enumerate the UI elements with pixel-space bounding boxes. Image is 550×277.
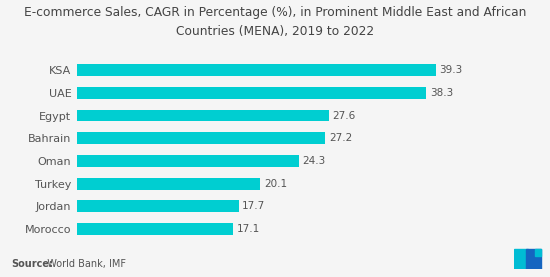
Bar: [77, 110, 329, 121]
Bar: [77, 155, 299, 167]
Text: 27.6: 27.6: [333, 111, 356, 120]
Polygon shape: [514, 249, 527, 269]
Text: 20.1: 20.1: [264, 179, 287, 189]
Text: Countries (MENA), 2019 to 2022: Countries (MENA), 2019 to 2022: [176, 25, 374, 38]
Bar: [77, 201, 239, 212]
Text: 17.7: 17.7: [242, 201, 266, 211]
Bar: [77, 132, 325, 144]
Text: World Bank, IMF: World Bank, IMF: [41, 259, 127, 269]
Polygon shape: [526, 249, 541, 269]
Text: 17.1: 17.1: [236, 224, 260, 234]
Polygon shape: [535, 249, 541, 256]
Bar: [77, 87, 426, 99]
Text: 27.2: 27.2: [329, 133, 352, 143]
Bar: [77, 178, 260, 189]
Bar: [77, 223, 233, 235]
Text: 39.3: 39.3: [439, 65, 463, 75]
Text: E-commerce Sales, CAGR in Percentage (%), in Prominent Middle East and African: E-commerce Sales, CAGR in Percentage (%)…: [24, 6, 526, 19]
Text: 24.3: 24.3: [302, 156, 326, 166]
Text: 38.3: 38.3: [430, 88, 453, 98]
Text: Source:: Source:: [11, 259, 53, 269]
Bar: [77, 64, 436, 76]
